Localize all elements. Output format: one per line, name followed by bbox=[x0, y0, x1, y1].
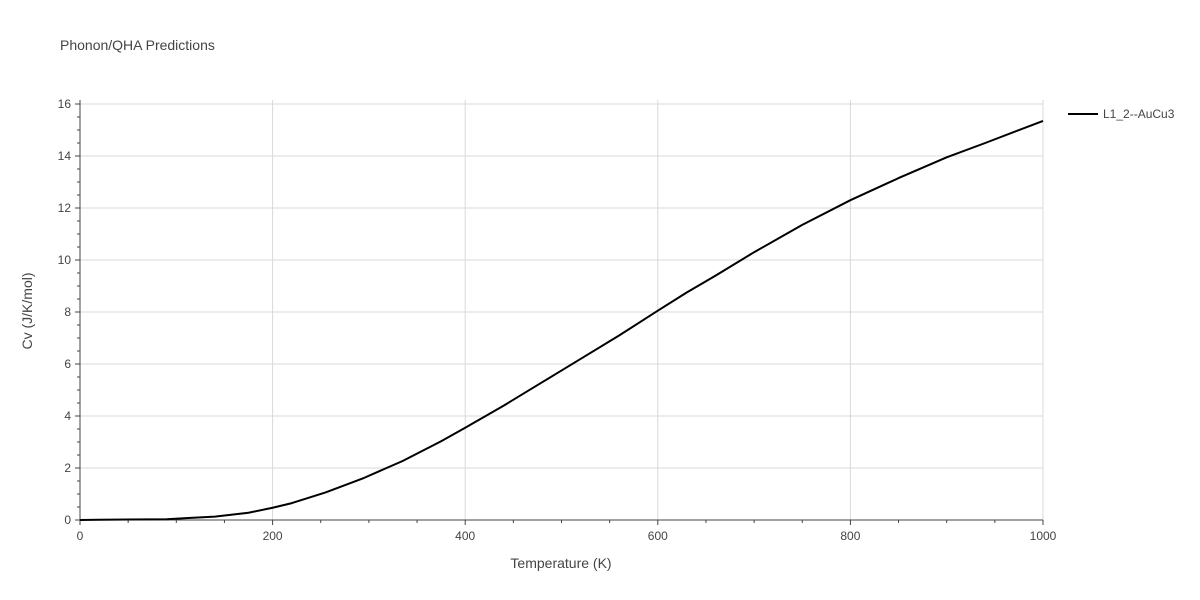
legend[interactable]: L1_2--AuCu3 bbox=[1068, 107, 1175, 121]
chart-title: Phonon/QHA Predictions bbox=[60, 37, 215, 53]
series-line-0 bbox=[79, 119, 1044, 521]
y-tick-label: 12 bbox=[58, 201, 72, 215]
grid bbox=[79, 100, 1044, 521]
y-tick-label: 10 bbox=[58, 253, 72, 267]
x-tick-label: 800 bbox=[840, 529, 860, 543]
y-tick-label: 0 bbox=[64, 513, 71, 527]
x-tick-label: 400 bbox=[455, 529, 475, 543]
series-group bbox=[79, 119, 1044, 521]
y-tick-label: 8 bbox=[64, 305, 71, 319]
y-axis-title: Cv (J/K/mol) bbox=[19, 273, 35, 350]
tick-labels: 0 2 4 6 8 10 12 14 16 0 200 400 600 800 1000 bbox=[58, 97, 1057, 543]
y-tick-label: 14 bbox=[58, 149, 72, 163]
x-axis-title: Temperature (K) bbox=[510, 555, 611, 571]
y-tick-label: 6 bbox=[64, 357, 71, 371]
legend-label: L1_2--AuCu3 bbox=[1103, 107, 1175, 121]
y-tick-label: 4 bbox=[64, 409, 71, 423]
y-tick-label: 2 bbox=[64, 461, 71, 475]
x-tick-label: 0 bbox=[77, 529, 84, 543]
x-tick-label: 200 bbox=[263, 529, 283, 543]
x-tick-label: 600 bbox=[648, 529, 668, 543]
ticks bbox=[75, 100, 1044, 525]
x-tick-label: 1000 bbox=[1030, 529, 1057, 543]
y-tick-label: 16 bbox=[58, 97, 72, 111]
